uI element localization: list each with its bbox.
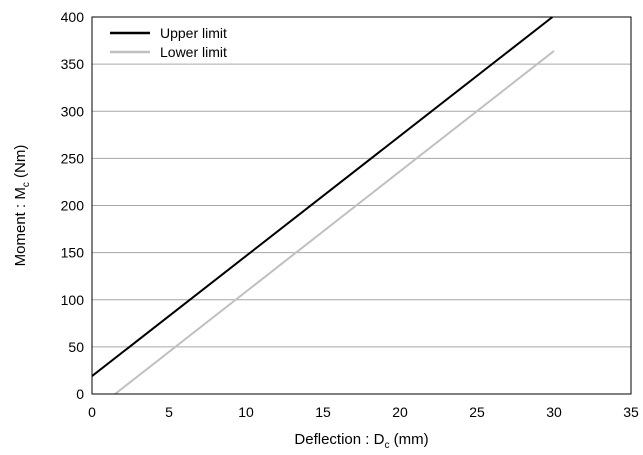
y-tick-label: 300 — [61, 103, 85, 119]
x-tick-label: 35 — [623, 404, 639, 420]
x-tick-label: 10 — [238, 404, 254, 420]
legend: Upper limit Lower limit — [110, 25, 227, 60]
plot-area-frame — [91, 16, 632, 395]
series-line-upper-limit — [91, 16, 554, 377]
x-axis-label-unit: (mm) — [389, 431, 428, 448]
x-tick-label: 15 — [315, 404, 331, 420]
x-tick-label: 30 — [546, 404, 562, 420]
x-axis-label: Deflection : Dc (mm) — [294, 431, 428, 451]
x-axis-label-main: Deflection : D — [294, 431, 384, 448]
y-tick-label: 200 — [61, 198, 85, 214]
y-axis-label-main: Moment : M — [12, 187, 29, 266]
y-tick-label: 150 — [61, 245, 85, 261]
y-axis-label: Moment : Mc (Nm) — [12, 145, 32, 267]
y-tick-label: 0 — [76, 386, 84, 402]
x-tick-label: 0 — [88, 404, 96, 420]
y-tick-label: 100 — [61, 292, 85, 308]
x-tick-label: 25 — [469, 404, 485, 420]
y-tick-labels: 0 50 100 150 200 250 300 350 400 — [61, 9, 85, 402]
y-axis-label-unit: (Nm) — [12, 145, 29, 183]
y-tick-label: 50 — [68, 339, 84, 355]
y-tick-label: 250 — [61, 150, 85, 166]
y-axis-label-subscript: c — [21, 182, 32, 187]
x-tick-label: 5 — [165, 404, 173, 420]
gridlines — [92, 63, 631, 348]
y-tick-label: 400 — [61, 9, 85, 25]
legend-label: Lower limit — [160, 44, 227, 60]
legend-label: Upper limit — [160, 25, 227, 41]
series-line-lower-limit — [114, 50, 555, 395]
y-tick-label: 350 — [61, 56, 85, 72]
x-tick-label: 20 — [392, 404, 408, 420]
series-lines — [91, 16, 555, 395]
x-axis-label-subscript: c — [384, 440, 389, 451]
x-tick-labels: 0 5 10 15 20 25 30 35 — [88, 404, 639, 420]
